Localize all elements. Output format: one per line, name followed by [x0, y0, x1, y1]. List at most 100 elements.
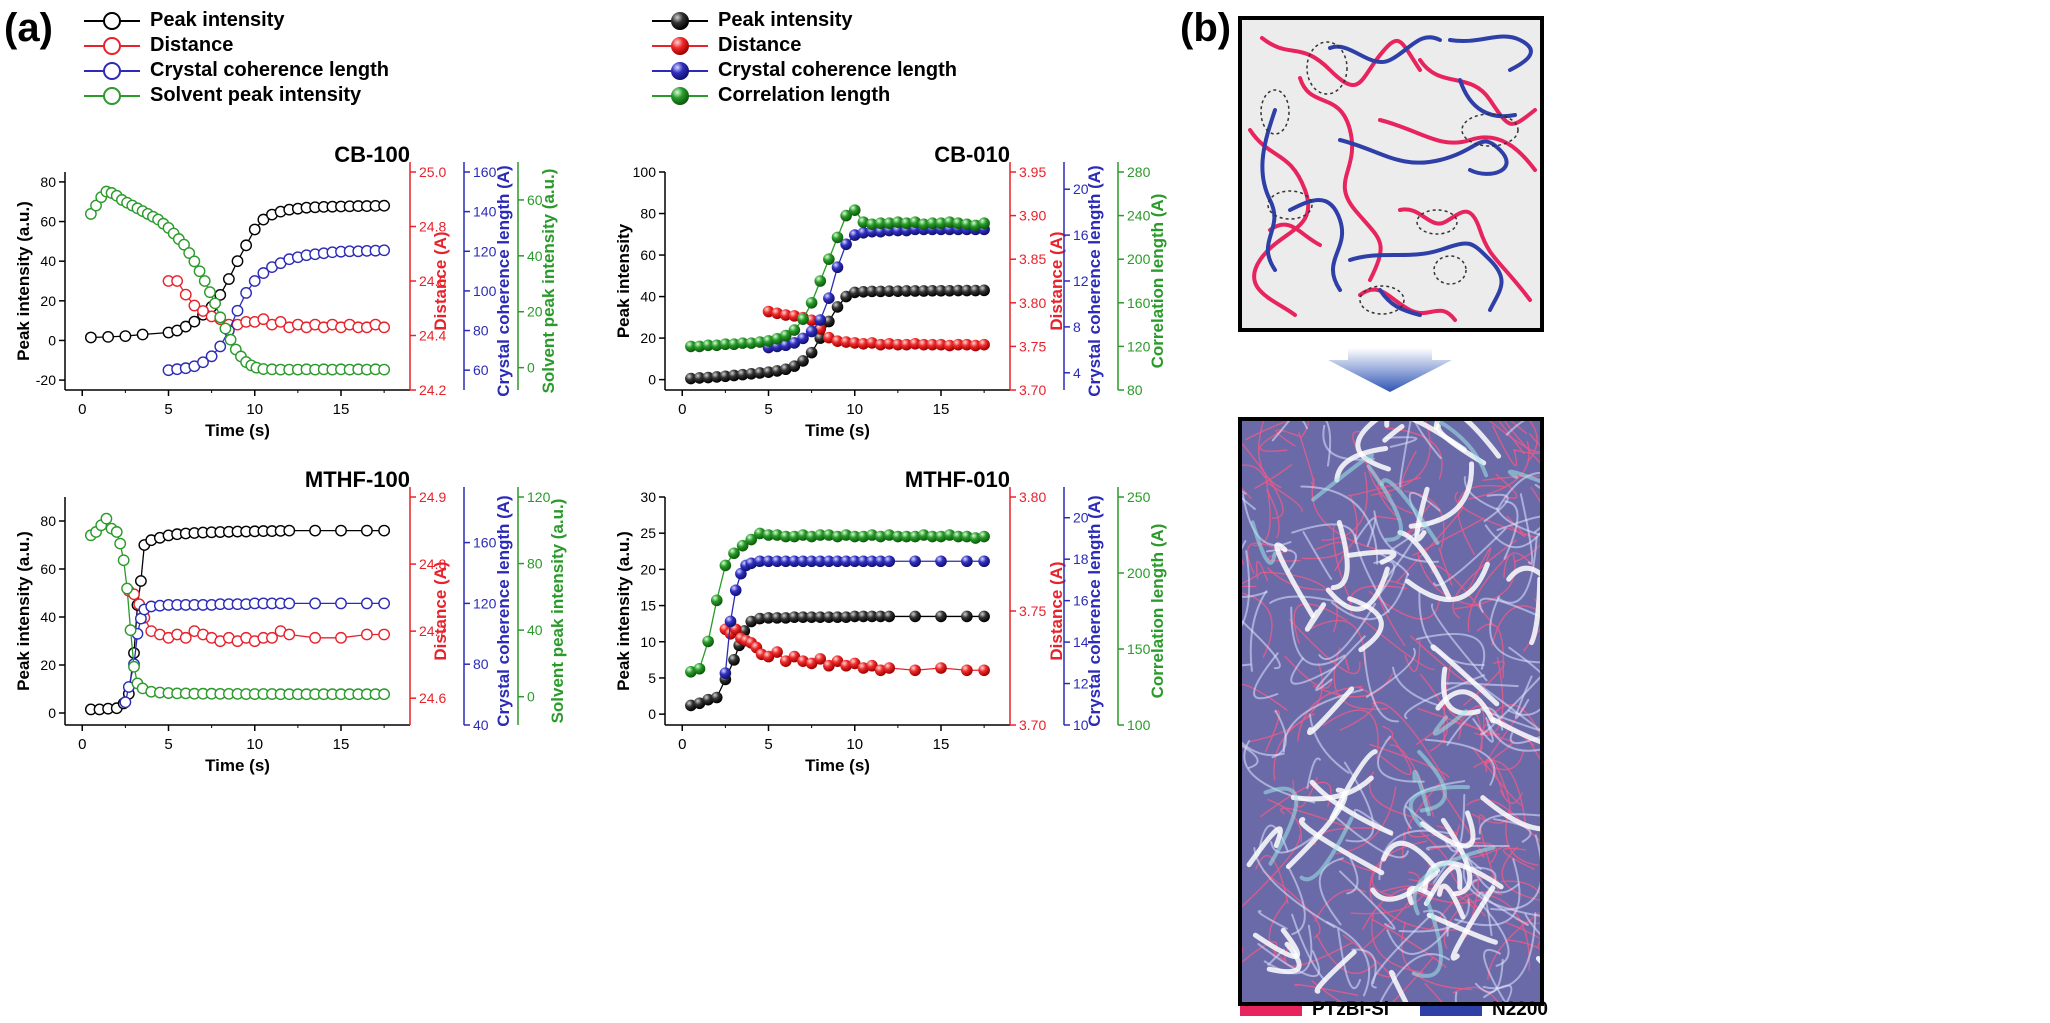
- data-point: [309, 597, 322, 610]
- fiber-ptzbi: [1457, 484, 1506, 555]
- y-tick-label: 24.6: [419, 690, 446, 706]
- fiber-highlight: [1263, 786, 1299, 866]
- data-point: [909, 555, 921, 568]
- data-point: [797, 611, 809, 623]
- fiber-thick: [1347, 596, 1384, 653]
- y-tick-label: 16: [1073, 227, 1089, 243]
- series-line-blue: [124, 602, 385, 703]
- data-point: [840, 611, 852, 623]
- fiber-thin: [1249, 590, 1268, 672]
- swatch-ptzbi-si: [1240, 1006, 1302, 1016]
- data-point: [102, 330, 115, 343]
- x-tick-label: 5: [764, 401, 772, 418]
- data-point: [874, 338, 887, 351]
- data-point: [961, 610, 973, 623]
- y-tick-label: 25.0: [419, 164, 446, 180]
- data-point: [952, 217, 965, 230]
- data-point: [360, 524, 373, 537]
- data-point: [900, 217, 913, 230]
- y-tick-label: 60: [527, 192, 543, 208]
- fiber-thick: [1430, 644, 1500, 707]
- y-axis-label-red: Distance (A): [431, 231, 450, 330]
- data-point: [745, 368, 758, 380]
- fiber-thick: [1426, 912, 1498, 945]
- fiber-thin: [1377, 735, 1425, 783]
- data-point: [943, 339, 956, 352]
- fiber-thick: [1325, 566, 1390, 612]
- fiber-thin: [1425, 844, 1510, 851]
- data-point: [693, 662, 706, 675]
- data-point: [724, 615, 737, 628]
- fiber-ptzbi: [1240, 683, 1288, 711]
- fiber-thick: [1382, 424, 1405, 443]
- fiber-ptzbi: [1389, 744, 1435, 818]
- data-point: [848, 555, 861, 568]
- data-point: [909, 530, 921, 543]
- data-point: [892, 216, 904, 228]
- y-tick-label: 24.8: [419, 219, 446, 235]
- y-tick-label: 24.9: [419, 489, 446, 505]
- fiber-thick: [1441, 666, 1481, 716]
- fiber-thin: [1362, 646, 1400, 723]
- data-point: [745, 533, 758, 546]
- fiber-ptzbi: [1454, 554, 1516, 610]
- fiber-thick: [1423, 864, 1463, 907]
- y-tick-label: 120: [473, 243, 497, 259]
- fiber-thin: [1514, 675, 1533, 719]
- data-point: [762, 612, 775, 624]
- fiber-thin: [1404, 674, 1486, 720]
- fiber-thick: [1405, 561, 1490, 602]
- data-point: [961, 338, 973, 351]
- data-point: [240, 239, 253, 252]
- fiber-thin: [1489, 595, 1542, 664]
- data-point: [909, 337, 921, 350]
- fiber-thin: [1412, 419, 1442, 460]
- y-axis-label-blue: Crystal coherence length (A): [494, 495, 513, 726]
- polymer-chain-red: [1358, 287, 1457, 322]
- fiber-thin: [1478, 813, 1542, 835]
- fiber-thin: [1263, 924, 1313, 975]
- fiber-thick: [1290, 775, 1374, 802]
- y-tick-label: 80: [640, 206, 656, 222]
- data-point: [779, 309, 792, 321]
- data-point: [935, 338, 947, 351]
- y-tick-label: 5: [648, 670, 656, 686]
- data-point: [335, 524, 347, 537]
- data-point: [805, 314, 818, 327]
- data-point: [883, 555, 896, 568]
- data-point: [224, 333, 237, 346]
- schematic-top: [1238, 16, 1544, 332]
- fiber-ptzbi: [1454, 491, 1537, 539]
- y-tick-label: 3.90: [1019, 208, 1046, 224]
- fiber-thin: [1474, 958, 1504, 994]
- x-axis-label: Time (s): [805, 756, 870, 775]
- data-point: [119, 330, 132, 342]
- overlap-ellipse: [1461, 113, 1519, 147]
- data-point: [762, 555, 775, 568]
- fiber-thin: [1424, 738, 1496, 786]
- fiber-highlight: [1411, 898, 1443, 978]
- data-point: [892, 224, 904, 237]
- polymer-chain-blue: [1328, 35, 1442, 64]
- y-tick-label: 100: [473, 283, 497, 299]
- data-point: [360, 628, 373, 641]
- fiber-thick: [1252, 927, 1301, 959]
- data-point: [840, 555, 852, 568]
- data-point: [257, 213, 270, 226]
- fiber-network: [1240, 419, 1542, 1004]
- data-point: [848, 530, 861, 543]
- data-point: [874, 225, 887, 238]
- data-point: [926, 284, 939, 297]
- y-tick-label: 80: [473, 656, 489, 672]
- fiber-thick: [1309, 779, 1394, 836]
- y-tick-label: 20: [527, 304, 543, 320]
- fiber-ptzbi: [1501, 846, 1542, 902]
- fiber-highlight: [1431, 419, 1489, 478]
- polymer-chain-red: [1268, 222, 1322, 247]
- data-point: [214, 311, 227, 324]
- fiber-thick: [1440, 817, 1473, 897]
- data-point: [788, 555, 801, 568]
- fiber-thin: [1240, 705, 1242, 708]
- y-tick-label: 60: [473, 362, 489, 378]
- data-point: [797, 529, 809, 541]
